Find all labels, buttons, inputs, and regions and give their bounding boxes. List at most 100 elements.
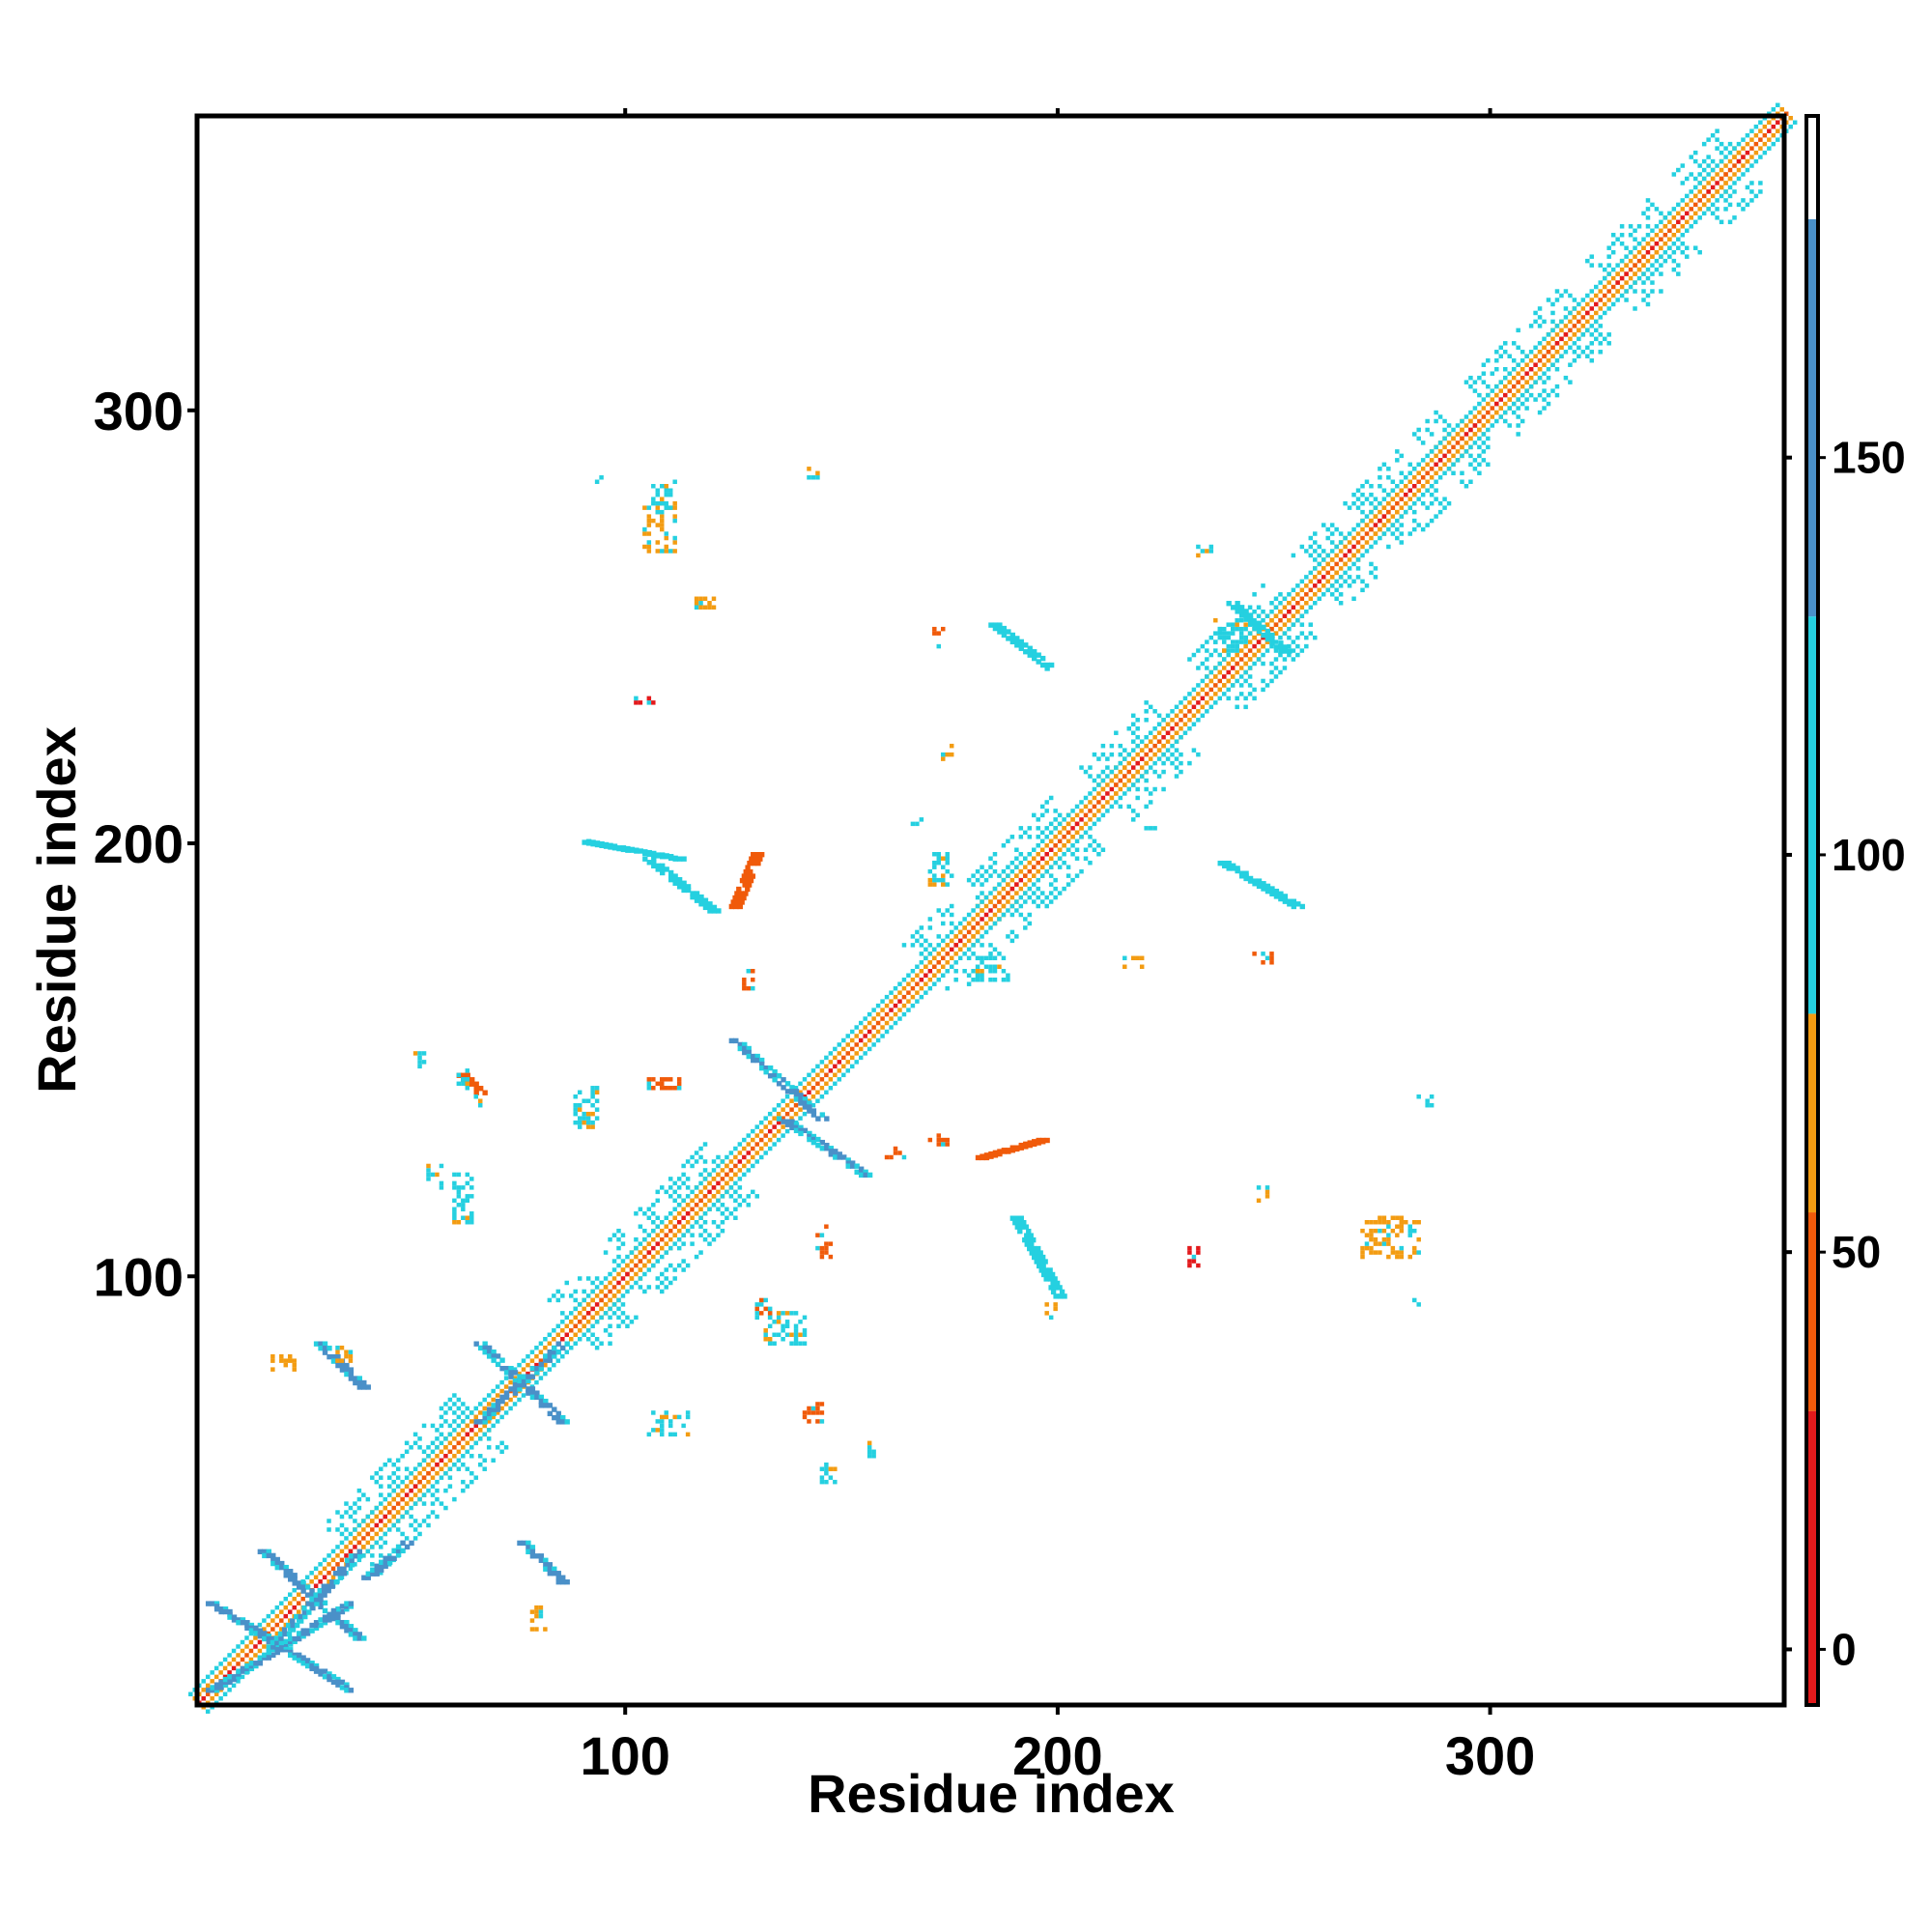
diagonal-band-cell [330,1575,336,1580]
heatmap-cell [1057,812,1063,818]
heatmap-cell [517,1386,523,1392]
heatmap-cell [344,1688,350,1693]
diagonal-outer-cell [304,1575,310,1580]
diagonal-outer-cell [1083,830,1089,836]
diagonal-outer-cell [400,1479,405,1485]
diagonal-outer-cell [1563,315,1569,320]
diagonal-band-cell [1200,687,1206,693]
diagonal-outer-cell [850,1029,855,1035]
heatmap-cell [608,1315,612,1321]
heatmap-cell [262,1655,268,1661]
diagonal-core-cell [330,1566,336,1572]
diagonal-band-cell [1710,193,1716,199]
heatmap-cell [1606,263,1611,268]
diagonal-outer-cell [1039,838,1045,844]
diagonal-band-cell [1411,475,1417,480]
heatmap-cell [344,1367,350,1373]
diagonal-band-cell [1295,609,1300,614]
heatmap-cell [349,1562,355,1568]
heatmap-cell [257,1661,264,1666]
heatmap-cell [1399,1219,1405,1225]
heatmap-cell [318,1596,324,1603]
diagonal-band-cell [1633,271,1637,276]
diagonal-outer-cell [1027,886,1033,892]
heatmap-cell [781,1328,785,1333]
heatmap-cell [1226,643,1231,649]
heatmap-cell [585,1111,591,1117]
diagonal-outer-cell [538,1341,544,1346]
heatmap-cell [253,1625,259,1632]
diagonal-band-cell [248,1639,254,1645]
heatmap-cell [746,1049,752,1056]
heatmap-cell [1070,877,1075,883]
diagonal-band-cell [1096,809,1101,813]
diagonal-outer-cell [274,1605,280,1610]
heatmap-cell [257,1548,264,1555]
heatmap-cell [620,846,627,853]
heatmap-cell [1014,1145,1020,1151]
heatmap-cell [1252,609,1257,614]
heatmap-cell [668,855,674,862]
heatmap-cell [945,985,950,991]
heatmap-cell [660,497,665,501]
diagonal-outer-cell [966,912,972,918]
heatmap-cell [936,1142,942,1147]
diagonal-band-cell [270,1618,275,1623]
heatmap-cell [1477,462,1482,468]
heatmap-cell [499,1365,505,1372]
heatmap-cell [560,1419,566,1425]
diagonal-core-cell [1347,549,1352,554]
contact-cluster [932,626,946,649]
heatmap-cell [1238,609,1245,614]
diagonal-core-cell [1610,284,1616,290]
heatmap-cell [577,1120,582,1125]
heatmap-cell [672,1414,677,1420]
diagonal-band-cell [1568,336,1573,342]
heatmap-cell [1039,812,1045,818]
heatmap-cell [793,1089,800,1094]
diagonal-band-cell [616,1289,621,1294]
heatmap-cell [1416,1302,1421,1307]
diagonal-outer-cell [339,1540,345,1546]
diagonal-band-cell [953,952,958,956]
heatmap-cell [1624,298,1629,302]
heatmap-cell [1355,497,1361,501]
heatmap-cell [634,1211,639,1216]
diagonal-outer-cell [456,1423,462,1429]
diagonal-outer-cell [664,1215,668,1220]
diagonal-outer-cell [201,1679,206,1684]
diagonal-outer-cell [971,908,976,913]
diagonal-band-cell [880,1025,885,1030]
heatmap-cell [1048,821,1054,827]
heatmap-cell [1338,583,1344,588]
diagonal-outer-cell [1701,211,1707,216]
diagonal-outer-cell [807,1072,811,1078]
heatmap-cell [1723,146,1728,151]
heatmap-cell [798,1093,804,1098]
heatmap-cell [521,1374,527,1379]
diagonal-outer-cell [863,1051,867,1056]
heatmap-cell [1390,1215,1396,1220]
diagonal-core-cell [1533,362,1538,367]
heatmap-cell [1122,748,1127,753]
diagonal-outer-cell [288,1592,293,1597]
heatmap-cell [824,1146,830,1151]
diagonal-band-cell [560,1328,565,1333]
contact-cluster [867,1440,876,1459]
heatmap-cell [1589,341,1595,346]
diagonal-band-cell [1650,237,1655,242]
heatmap-cell [1360,500,1365,506]
heatmap-cell [552,1414,557,1421]
heatmap-cell [1200,661,1206,667]
heatmap-cell [348,1514,354,1520]
diagonal-band-cell [1135,752,1140,757]
heatmap-cell [564,1579,570,1585]
diagonal-outer-cell [1343,535,1348,541]
diagonal-band-cell [751,1137,755,1143]
diagonal-band-cell [1429,475,1435,480]
diagonal-band-cell [625,1280,630,1286]
diagonal-outer-cell [1676,202,1681,208]
diagonal-band-cell [707,1198,712,1204]
heatmap-cell [941,873,946,878]
diagonal-band-cell [1062,843,1066,848]
